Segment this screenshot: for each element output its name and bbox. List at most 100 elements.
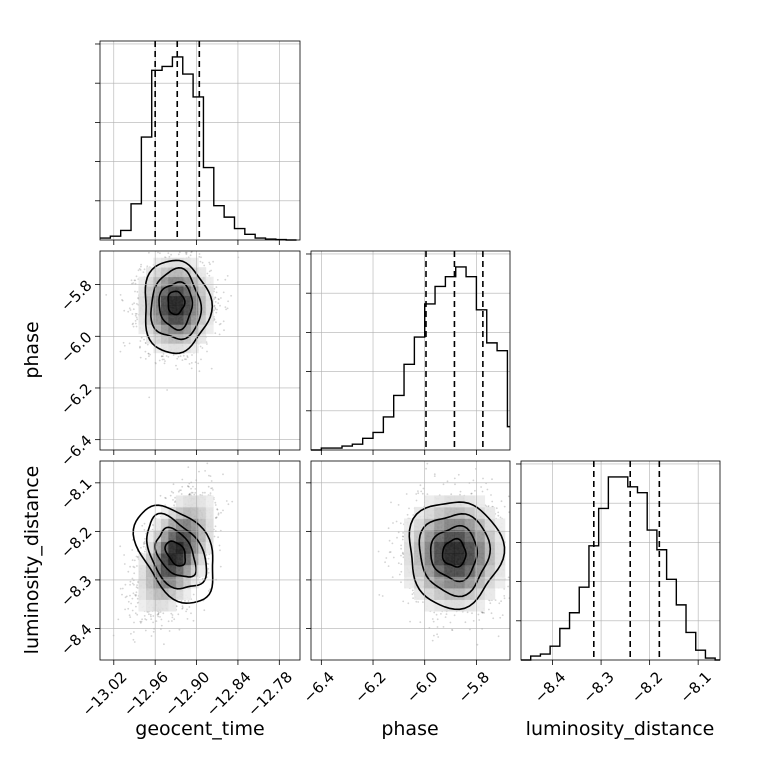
density-cell	[160, 276, 169, 287]
density-cell	[153, 314, 162, 325]
scatter-point	[136, 597, 139, 600]
histogram-phase	[311, 266, 510, 451]
scatter-point	[227, 503, 230, 506]
panel-content	[105, 251, 240, 399]
scatter-point	[144, 542, 146, 545]
scatter-point	[181, 478, 184, 481]
scatter-point	[199, 345, 202, 348]
scatter-point	[178, 489, 181, 492]
scatter-point	[218, 323, 221, 326]
density-cell	[160, 333, 169, 344]
scatter-point	[134, 282, 137, 285]
scatter-point	[166, 389, 169, 391]
scatter-point	[185, 251, 188, 254]
scatter-point	[208, 270, 211, 273]
scatter-point	[144, 550, 146, 553]
scatter-point	[130, 279, 133, 282]
scatter-point	[177, 253, 180, 256]
scatter-point	[222, 291, 225, 294]
density-cell	[198, 286, 207, 297]
scatter-point	[161, 358, 164, 361]
scatter-point	[132, 638, 135, 641]
scatter-point	[121, 299, 123, 301]
panel-geocent_time-vs-luminosity_distance	[112, 462, 234, 646]
contour-0.5sigma	[167, 290, 186, 316]
density-cell	[168, 324, 177, 335]
scatter-point	[219, 549, 221, 552]
scatter-point	[186, 608, 188, 611]
scatter-point	[157, 613, 160, 615]
density-cell	[160, 305, 169, 316]
scatter-point	[197, 362, 200, 365]
scatter-point	[207, 485, 210, 488]
scatter-point	[159, 494, 162, 497]
scatter-point	[203, 609, 206, 612]
density-cell	[146, 305, 154, 316]
scatter-point	[178, 251, 181, 254]
scatter-point	[219, 529, 222, 532]
scatter-point	[136, 613, 139, 616]
scatter-point	[213, 318, 216, 321]
density-cell	[183, 257, 192, 268]
scatter-point	[207, 590, 210, 592]
density-cell	[198, 333, 207, 344]
density-cell	[198, 295, 207, 306]
scatter-point	[208, 261, 211, 264]
density-cell	[168, 305, 177, 316]
scatter-point	[131, 303, 134, 306]
scatter-point	[124, 608, 126, 611]
scatter-point	[230, 294, 233, 297]
scatter-point	[130, 632, 132, 635]
scatter-point	[173, 504, 176, 507]
scatter-point	[137, 556, 139, 559]
scatter-point	[214, 308, 217, 310]
scatter-point	[124, 583, 127, 586]
density-cell	[190, 257, 199, 268]
scatter-point	[210, 480, 213, 482]
scatter-point	[192, 593, 195, 596]
density-cell	[160, 314, 169, 325]
scatter-point	[134, 594, 137, 596]
density-cell	[153, 305, 162, 316]
scatter-point	[131, 323, 134, 326]
x-tick-label: −8.4	[531, 668, 569, 706]
scatter-point	[121, 299, 124, 302]
scatter-point	[216, 508, 219, 511]
hist-frame-geocent_time	[99, 40, 301, 241]
scatter-point	[207, 568, 210, 570]
scatter-point	[147, 611, 150, 613]
scatter-point	[213, 304, 216, 307]
scatter-point	[217, 536, 220, 539]
scatter-point	[143, 529, 146, 531]
scatter-point	[190, 251, 193, 254]
scatter-point	[155, 620, 158, 622]
scatter-point	[157, 251, 159, 254]
scatter-point	[135, 555, 138, 558]
scatter-point	[132, 325, 135, 328]
scatter-point	[149, 613, 152, 616]
scatter-point	[179, 355, 182, 358]
density-cell	[190, 305, 199, 316]
scatter-point	[128, 614, 131, 617]
scatter-point	[214, 296, 217, 299]
panel-content	[112, 462, 234, 646]
scatter-point	[215, 321, 217, 323]
scatter-point	[201, 347, 204, 349]
scatter-point	[219, 304, 221, 307]
density-cell	[190, 295, 199, 306]
scatter-point	[170, 490, 173, 493]
scatter-point	[185, 253, 188, 256]
scatter-point	[212, 489, 214, 491]
scatter-point	[145, 618, 148, 621]
density-cell	[168, 267, 177, 278]
scatter-point	[127, 570, 130, 573]
scatter-point	[159, 616, 161, 618]
scatter-point	[207, 571, 210, 574]
scatter-point	[129, 309, 132, 311]
scatter-point	[198, 255, 201, 258]
scatter-point	[223, 329, 225, 332]
scatter-point	[213, 305, 216, 308]
density-cell	[168, 343, 177, 354]
scatter-point	[217, 302, 220, 304]
scatter-point	[188, 494, 191, 496]
